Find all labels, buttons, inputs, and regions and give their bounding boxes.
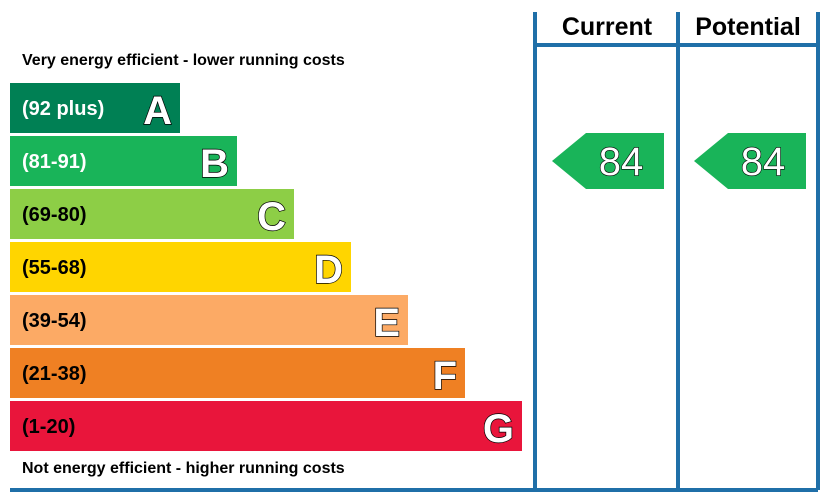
band-letter-a: A bbox=[143, 89, 172, 133]
bottom-caption: Not energy efficient - higher running co… bbox=[22, 460, 345, 477]
band-g: (1-20) G bbox=[10, 401, 522, 452]
band-a: (92 plus) A bbox=[10, 83, 180, 134]
band-bar-c bbox=[10, 189, 294, 239]
current-rating-value: 84 bbox=[599, 140, 644, 184]
band-bar-f bbox=[10, 348, 465, 398]
band-bar-g bbox=[10, 401, 522, 451]
band-e: (39-54) E bbox=[10, 295, 408, 346]
band-range-c: (69-80) bbox=[22, 204, 86, 226]
band-range-a: (92 plus) bbox=[22, 98, 104, 120]
band-f: (21-38) F bbox=[10, 348, 465, 399]
band-letter-c: C bbox=[257, 195, 286, 239]
band-d: (55-68) D bbox=[10, 242, 351, 293]
potential-column-header: Potential bbox=[695, 13, 801, 41]
band-range-g: (1-20) bbox=[22, 416, 75, 438]
current-rating-arrow bbox=[552, 133, 664, 189]
band-range-e: (39-54) bbox=[22, 310, 86, 332]
band-letter-e: E bbox=[373, 301, 400, 345]
band-letter-g: G bbox=[483, 407, 514, 451]
band-bar-b bbox=[10, 136, 237, 186]
band-bar-e bbox=[10, 295, 408, 345]
band-letter-b: B bbox=[200, 142, 229, 186]
potential-rating-value: 84 bbox=[741, 140, 786, 184]
band-letter-f: F bbox=[433, 354, 457, 398]
rating-columns-frame bbox=[10, 12, 820, 492]
band-b: (81-91) B bbox=[10, 136, 237, 187]
band-bar-d bbox=[10, 242, 351, 292]
current-rating-marker: 84 bbox=[552, 133, 664, 189]
band-range-f: (21-38) bbox=[22, 363, 86, 385]
band-letter-d: D bbox=[314, 248, 343, 292]
potential-rating-marker: 84 bbox=[694, 133, 806, 189]
potential-rating-arrow bbox=[694, 133, 806, 189]
band-range-d: (55-68) bbox=[22, 257, 86, 279]
current-column-header: Current bbox=[562, 13, 653, 41]
band-c: (69-80) C bbox=[10, 189, 294, 240]
top-caption: Very energy efficient - lower running co… bbox=[22, 52, 345, 69]
band-range-b: (81-91) bbox=[22, 151, 86, 173]
band-bar-a bbox=[10, 83, 180, 133]
rating-bands: (92 plus) A (81-91) B (69-80) C (55-68) … bbox=[10, 83, 522, 452]
